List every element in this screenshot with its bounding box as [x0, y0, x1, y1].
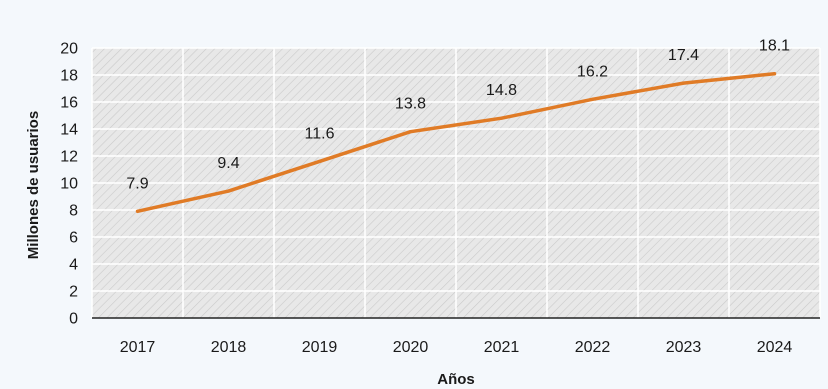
data-point: [500, 116, 503, 120]
data-point: [409, 130, 412, 134]
data-labels: 7.9 9.4 11.6 13.8 14.8 16.2 17.4 18.1: [126, 38, 790, 213]
data-label: 7.9: [126, 175, 148, 192]
x-tick-label: 2021: [484, 339, 520, 356]
y-tick-label: 10: [60, 176, 78, 193]
y-tick-label: 16: [60, 95, 78, 112]
series-line: [135, 71, 777, 214]
y-tick-label: 2: [69, 284, 78, 301]
data-label: 11.6: [305, 125, 335, 142]
y-tick-label: 18: [60, 68, 78, 85]
y-tick-label: 8: [69, 203, 78, 220]
x-gridlines: [91, 48, 821, 318]
data-point: [227, 189, 230, 193]
data-label: 13.8: [395, 96, 426, 113]
x-tick-label: 2023: [666, 339, 702, 356]
y-tick-label: 0: [69, 311, 78, 328]
x-tick-label: 2017: [120, 339, 156, 356]
data-point: [318, 159, 321, 163]
data-point: [773, 72, 776, 76]
x-tick-label: 2022: [575, 339, 611, 356]
x-tick-label: 2024: [757, 339, 793, 356]
y-tick-label: 12: [60, 149, 78, 166]
data-label: 18.1: [759, 38, 790, 55]
y-axis-title: Millones de usuarios: [25, 111, 42, 259]
data-point: [591, 97, 594, 101]
y-tick-label: 20: [60, 41, 78, 58]
x-axis-ticks: 2017 2018 2019 2020 2021 2022 2023 2024: [120, 339, 793, 356]
data-label: 17.4: [668, 47, 699, 64]
y-tick-label: 6: [69, 230, 78, 247]
data-point: [136, 209, 139, 213]
x-tick-label: 2018: [211, 339, 247, 356]
x-tick-label: 2020: [393, 339, 429, 356]
x-tick-label: 2019: [302, 339, 338, 356]
y-axis-ticks: 0 2 4 6 8 10 12 14 16 18 20: [60, 41, 78, 328]
data-point: [682, 81, 685, 85]
y-tick-label: 14: [60, 122, 78, 139]
data-label: 16.2: [577, 63, 608, 80]
y-tick-label: 4: [69, 257, 78, 274]
x-axis-title: Años: [437, 371, 475, 388]
data-label: 9.4: [217, 155, 239, 172]
data-label: 14.8: [486, 82, 517, 99]
